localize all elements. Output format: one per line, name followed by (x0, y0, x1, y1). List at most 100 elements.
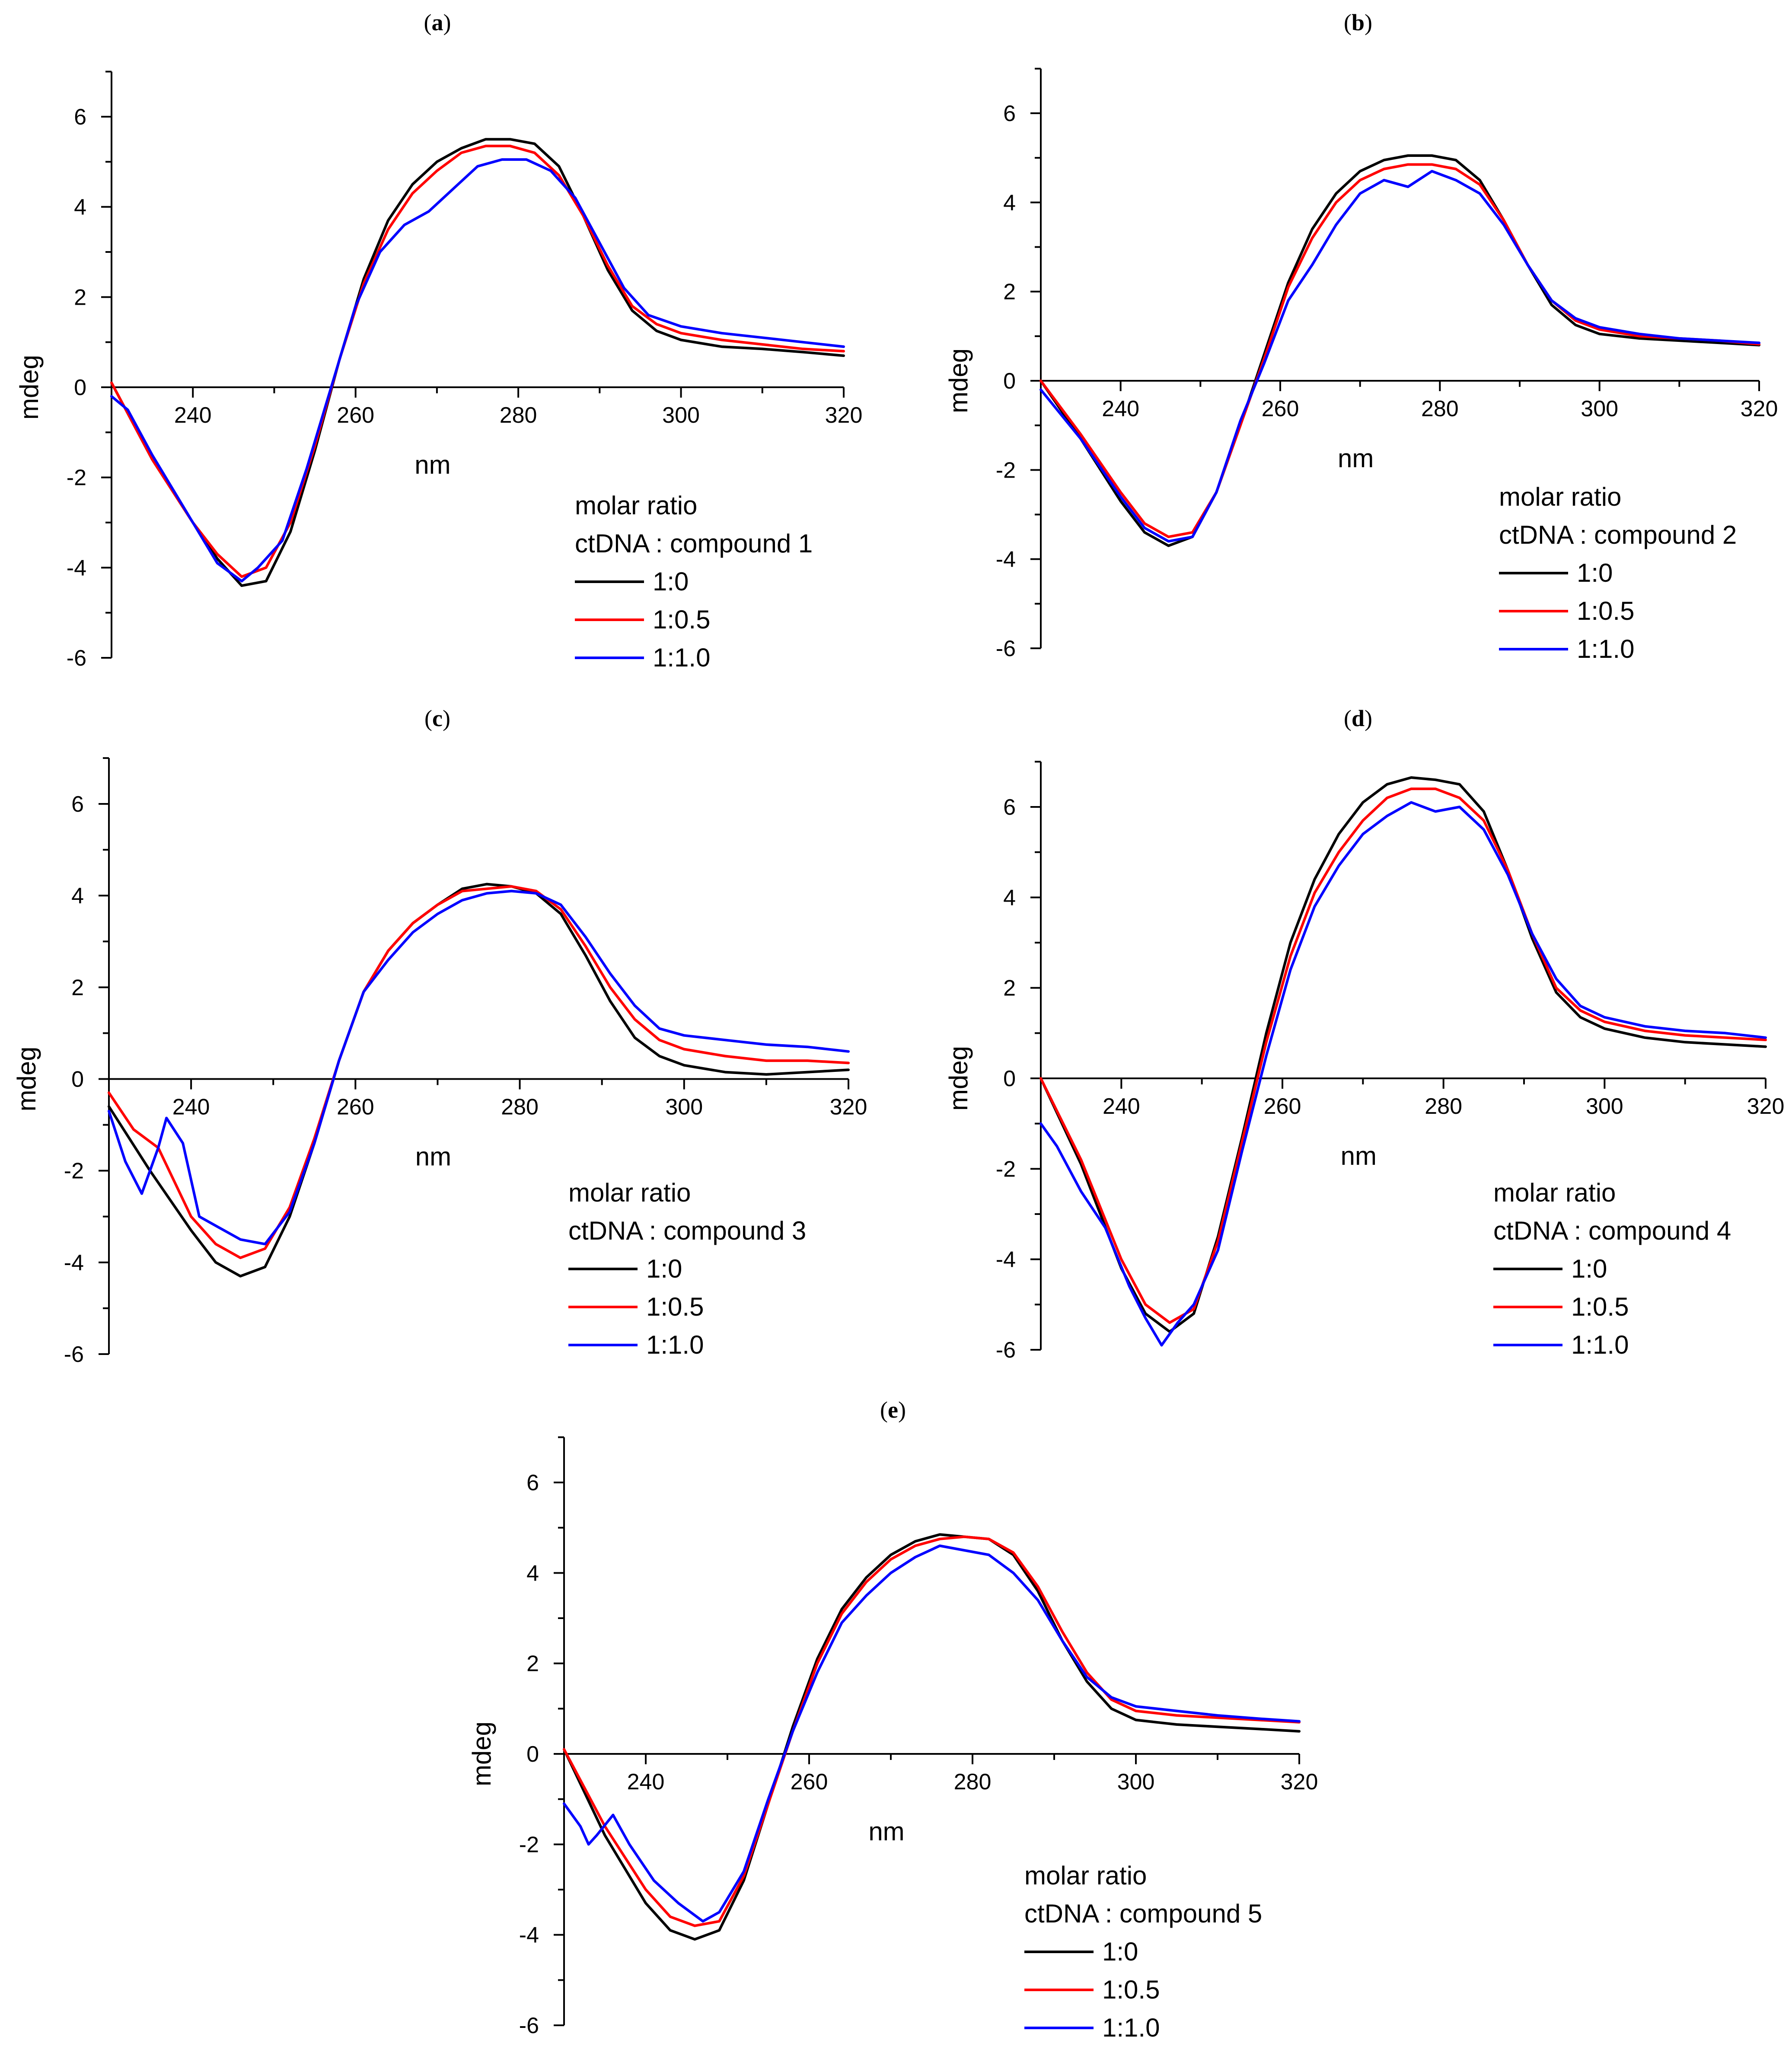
y-tick-label: 0 (74, 375, 86, 400)
legend-subtitle: ctDNA : compound 1 (575, 529, 813, 558)
y-tick-label: 2 (71, 975, 84, 1000)
y-tick-label: 0 (71, 1067, 84, 1092)
y-tick-label: 4 (71, 883, 84, 908)
y-tick-label: -6 (67, 646, 86, 671)
series-line-1:1.0 (1039, 170, 1760, 543)
y-tick-label: 4 (1003, 885, 1016, 910)
legend-entry: 1:0 (653, 567, 689, 596)
legend-subtitle: ctDNA : compound 3 (568, 1216, 806, 1245)
legend-entry: 1:0.5 (1577, 596, 1634, 625)
panel-title: (a) (424, 10, 451, 35)
legend-subtitle: ctDNA : compound 2 (1499, 520, 1737, 549)
legend-entry: 1:1.0 (1577, 634, 1634, 663)
y-tick-label: 6 (1003, 795, 1016, 820)
x-tick-label: 280 (954, 1769, 992, 1795)
y-tick-label: -4 (64, 1250, 84, 1275)
series-line-1:0.5 (1039, 163, 1760, 539)
series-line-1:1.0 (108, 889, 850, 1246)
series-line-1:0 (108, 883, 850, 1278)
y-tick-label: 4 (526, 1561, 539, 1586)
legend-entry: 1:0 (1102, 1937, 1138, 1966)
x-tick-label: 300 (1581, 396, 1618, 421)
y-tick-label: -2 (67, 465, 86, 491)
y-tick-label: -2 (996, 458, 1016, 483)
legend-title: molar ratio (568, 1178, 691, 1207)
series-line-1:0.5 (1039, 787, 1767, 1324)
x-tick-label: 300 (1586, 1094, 1623, 1119)
legend-entry: 1:0 (1571, 1254, 1607, 1283)
x-tick-label: 260 (1262, 396, 1299, 421)
legend: molar ratio ctDNA : compound 2 1:0 1:0.5 1:1… (1499, 482, 1737, 663)
panel-a: (a) -6 -4 -2 0 2 4 6 mdeg 240 260 280 300 320 nm molar … (15, 10, 862, 672)
y-tick-label: 6 (74, 105, 86, 130)
y-axis-title: mdeg (944, 348, 973, 413)
legend-subtitle: ctDNA : compound 5 (1024, 1899, 1262, 1928)
series-line-1:1.0 (563, 1544, 1301, 1923)
legend-entry: 1:1.0 (653, 643, 710, 672)
y-tick-label: 6 (71, 792, 84, 817)
x-tick-label: 320 (830, 1095, 867, 1120)
legend-entry: 1:1.0 (646, 1330, 704, 1359)
legend: molar ratio ctDNA : compound 3 1:0 1:0.5 1:1… (568, 1178, 806, 1359)
y-tick-label: 2 (1003, 976, 1016, 1001)
panel-e: (e) -6 -4 -2 0 2 4 6 mdeg 240 260 280 300 320 nm molar … (467, 1397, 1318, 2042)
legend-entry: 1:0 (1577, 558, 1613, 587)
y-tick-label: -4 (67, 555, 86, 580)
legend-title: molar ratio (1024, 1861, 1147, 1890)
x-axis-title: nm (1338, 444, 1374, 473)
y-axis-title: mdeg (15, 355, 44, 420)
legend-title: molar ratio (1493, 1178, 1616, 1207)
x-axis-title: nm (1341, 1141, 1377, 1170)
x-tick-label: 260 (791, 1769, 828, 1795)
x-tick-label: 240 (1103, 1094, 1140, 1119)
series-line-1:1.0 (1039, 801, 1767, 1347)
y-tick-label: 2 (526, 1651, 539, 1677)
y-tick-label: 2 (74, 285, 86, 310)
y-tick-label: -4 (519, 1923, 539, 1948)
panel-title: (d) (1344, 705, 1372, 731)
y-tick-label: -2 (64, 1159, 84, 1184)
panel-title: (e) (880, 1397, 906, 1423)
x-tick-label: 240 (172, 1095, 210, 1120)
legend: molar ratio ctDNA : compound 5 1:0 1:0.5 1:1… (1024, 1861, 1262, 2042)
panel-b: (b) -6 -4 -2 0 2 4 6 mdeg 240 260 280 300 320 nm molar … (944, 10, 1778, 663)
legend-entry: 1:0.5 (1571, 1292, 1629, 1321)
y-tick-label: 6 (526, 1470, 539, 1495)
series-line-1:1.0 (110, 158, 845, 583)
x-tick-label: 320 (1747, 1094, 1785, 1119)
y-tick-label: -6 (64, 1342, 84, 1367)
series-line-1:0 (563, 1533, 1301, 1941)
panel-d: (d) -6 -4 -2 0 2 4 6 mdeg 240 260 280 300 320 nm molar … (944, 705, 1784, 1363)
series-line-1:0 (1039, 154, 1760, 547)
x-tick-label: 240 (174, 403, 212, 428)
y-tick-label: 4 (74, 195, 86, 220)
y-tick-label: 0 (1003, 1066, 1016, 1091)
y-axis-title: mdeg (12, 1046, 41, 1111)
x-tick-label: 240 (627, 1769, 665, 1795)
y-tick-label: 4 (1003, 190, 1016, 215)
series-line-1:0.5 (110, 144, 845, 578)
x-tick-label: 240 (1102, 396, 1139, 421)
x-tick-label: 280 (501, 1095, 539, 1120)
series-line-1:0 (1039, 776, 1767, 1333)
legend-subtitle: ctDNA : compound 4 (1493, 1216, 1731, 1245)
y-tick-label: -6 (996, 636, 1016, 661)
x-tick-label: 320 (1741, 396, 1778, 421)
x-tick-label: 280 (500, 403, 537, 428)
y-tick-label: -6 (996, 1338, 1016, 1363)
x-tick-label: 320 (825, 403, 863, 428)
legend-entry: 1:1.0 (1571, 1330, 1629, 1359)
x-tick-label: 280 (1425, 1094, 1462, 1119)
panel-title: (b) (1344, 10, 1372, 35)
legend: molar ratio ctDNA : compound 4 1:0 1:0.5 1:1… (1493, 1178, 1731, 1359)
panel-title: (c) (424, 705, 450, 731)
x-tick-label: 260 (337, 1095, 374, 1120)
y-tick-label: -6 (519, 2013, 539, 2038)
legend-title: molar ratio (1499, 482, 1621, 511)
y-tick-label: -4 (996, 547, 1016, 572)
series-line-1:0.5 (563, 1535, 1301, 1927)
series-line-1:0 (110, 138, 845, 587)
x-tick-label: 260 (1264, 1094, 1301, 1119)
legend-entry: 1:1.0 (1102, 2013, 1160, 2042)
